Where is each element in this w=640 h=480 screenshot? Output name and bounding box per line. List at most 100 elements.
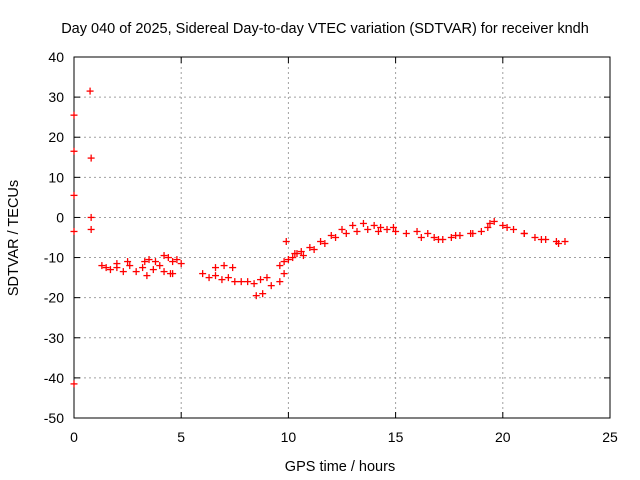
- data-point: [276, 262, 284, 270]
- data-point: [267, 282, 275, 290]
- data-point: [520, 229, 528, 237]
- data-point: [370, 221, 378, 229]
- data-point: [531, 234, 539, 241]
- data-point: [143, 272, 151, 280]
- y-tick-label: 10: [48, 169, 64, 185]
- data-point: [490, 217, 498, 225]
- data-point: [413, 227, 421, 235]
- x-tick-label: 5: [177, 429, 185, 445]
- data-point: [231, 278, 239, 286]
- data-point: [306, 244, 314, 252]
- data-point: [70, 191, 78, 199]
- data-point: [377, 223, 385, 231]
- data-point: [252, 292, 260, 300]
- data-point: [259, 290, 267, 298]
- data-point: [327, 231, 335, 239]
- data-point: [280, 270, 288, 278]
- data-point: [359, 219, 367, 227]
- data-point: [70, 147, 78, 155]
- data-point: [338, 225, 346, 233]
- data-point: [297, 248, 305, 256]
- data-point: [237, 278, 245, 286]
- data-point: [499, 221, 507, 229]
- data-point: [510, 225, 518, 233]
- data-points: [70, 87, 569, 388]
- data-point: [537, 236, 545, 244]
- data-point: [139, 264, 147, 272]
- data-point: [389, 223, 397, 231]
- data-point: [484, 223, 492, 231]
- data-point: [70, 227, 78, 235]
- data-point: [113, 260, 121, 268]
- data-point: [224, 274, 232, 282]
- data-point: [250, 280, 258, 288]
- data-point: [156, 262, 164, 270]
- data-point: [87, 225, 95, 233]
- data-point: [102, 264, 110, 272]
- data-point: [321, 240, 329, 248]
- data-point: [434, 236, 442, 244]
- data-point: [310, 246, 318, 254]
- data-point: [417, 234, 425, 241]
- data-point: [342, 229, 350, 237]
- x-tick-label: 25: [602, 429, 618, 445]
- data-point: [169, 270, 177, 278]
- data-point: [452, 231, 460, 239]
- data-point: [218, 276, 226, 284]
- data-point: [149, 266, 157, 274]
- data-point: [145, 256, 153, 264]
- data-point: [177, 260, 185, 268]
- data-point: [291, 250, 299, 258]
- data-point: [126, 262, 134, 270]
- data-point: [486, 219, 494, 227]
- data-point: [141, 258, 149, 266]
- data-point: [169, 258, 177, 266]
- x-axis: 0 5 10 15 20 25: [70, 57, 618, 445]
- data-point: [289, 254, 297, 262]
- data-point: [284, 256, 292, 264]
- y-tick-label: -20: [44, 290, 64, 306]
- data-point: [119, 268, 127, 276]
- y-tick-label: 20: [48, 129, 64, 145]
- data-point: [220, 262, 228, 270]
- data-point: [244, 278, 252, 286]
- data-point: [430, 234, 438, 241]
- y-tick-label: 40: [48, 49, 64, 65]
- data-point: [276, 278, 284, 286]
- chart-title: Day 040 of 2025, Sidereal Day-to-day VTE…: [61, 21, 589, 37]
- y-tick-label: -40: [44, 370, 64, 386]
- x-axis-label: GPS time / hours: [285, 459, 395, 475]
- y-tick-label: -10: [44, 250, 64, 266]
- y-axis-label: SDTVAR / TECUs: [6, 180, 22, 296]
- x-tick-label: 0: [70, 429, 78, 445]
- data-point: [212, 272, 220, 280]
- data-point: [70, 111, 78, 119]
- data-point: [124, 258, 132, 266]
- data-point: [173, 256, 181, 264]
- data-point: [229, 264, 237, 272]
- data-point: [87, 213, 95, 221]
- data-point: [282, 238, 290, 246]
- data-point: [561, 238, 569, 246]
- data-point: [555, 240, 563, 248]
- data-point: [257, 276, 265, 284]
- data-point: [106, 266, 114, 274]
- data-point: [424, 229, 432, 237]
- data-point: [349, 221, 357, 229]
- y-tick-label: -30: [44, 330, 64, 346]
- data-point: [263, 274, 271, 282]
- y-tick-label: -50: [44, 410, 64, 426]
- data-point: [160, 268, 168, 276]
- data-point: [503, 223, 511, 231]
- y-tick-label: 30: [48, 89, 64, 105]
- data-point: [317, 238, 325, 246]
- data-point: [332, 234, 340, 241]
- plot-frame: [73, 56, 611, 419]
- data-point: [477, 227, 485, 235]
- data-point: [299, 252, 307, 260]
- data-point: [86, 87, 94, 95]
- data-point: [160, 252, 168, 260]
- data-point: [98, 262, 106, 270]
- data-point: [205, 274, 213, 282]
